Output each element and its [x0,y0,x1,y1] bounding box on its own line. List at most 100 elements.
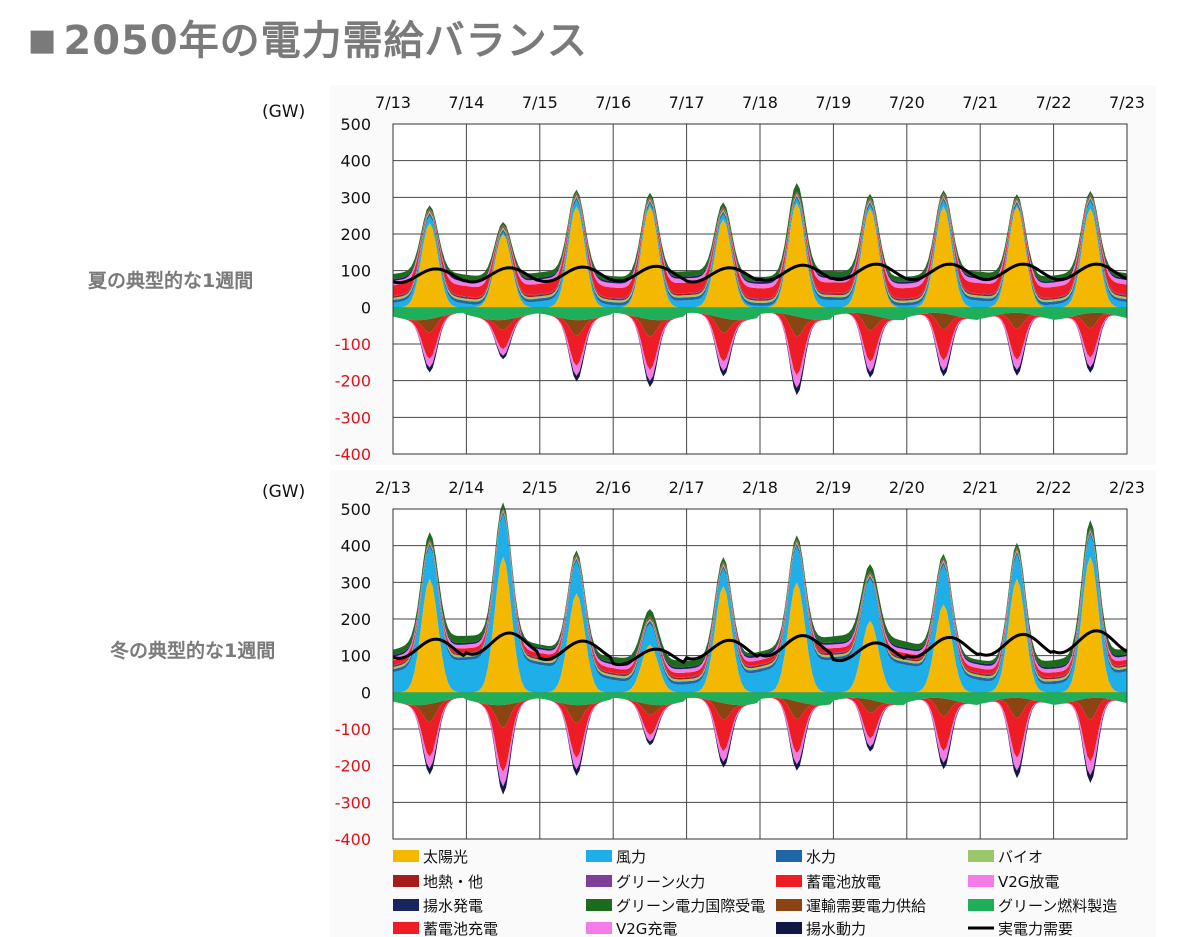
legend-label: グリーン燃料製造 [998,897,1117,915]
legend-item: グリーン火力 [586,873,705,891]
legend-swatch [776,850,802,862]
x-tick-label: 7/23 [1109,93,1145,112]
y-tick-label: 100 [340,262,371,281]
supply-stack-layer-0 [393,556,1127,693]
legend-swatch [968,899,994,911]
legend-swatch [393,899,419,911]
y-tick-label: 500 [340,115,371,134]
legend-item: 太陽光 [393,848,468,866]
legend-swatch [586,875,612,887]
y-tick-label: 100 [340,647,371,666]
y-unit-label: (GW) [262,482,305,502]
x-tick-label: 2/23 [1109,478,1145,497]
y-tick-label: 400 [340,537,371,556]
x-tick-label: 2/22 [1036,478,1072,497]
summer-chart: 500 400 300 200 100 0 -100 -200 -300 -400 7/13 7/14… [262,85,1156,465]
legend-swatch [586,922,612,934]
plot-border [392,508,1128,840]
legend-swatch [393,850,419,862]
y-tick-label: 400 [340,152,371,171]
legend-label: 地熱・他 [423,873,483,891]
consumption-stack-layer-1 [393,697,1127,728]
x-tick-label: 2/20 [889,478,925,497]
legend-swatch [776,922,802,934]
y-tick-label: 200 [340,610,371,629]
x-tick-label: 7/19 [815,93,851,112]
legend-swatch [776,899,802,911]
legend-item: V2G充電 [586,920,677,937]
legend-label: 揚水発電 [423,897,483,915]
legend-item: 蓄電池放電 [776,873,881,891]
plot-border [392,123,1128,455]
legend-swatch [968,875,994,887]
consumption-stack-layer-4 [393,697,1127,795]
y-tick-label: 300 [340,188,371,207]
legend-item: 実電力需要 [968,920,1073,937]
legend-label: 蓄電池放電 [806,873,881,891]
legend-swatch [586,899,612,911]
legend-item: 地熱・他 [393,873,483,891]
supply-stack-layer-6 [393,191,1127,299]
demand-line [392,629,1128,667]
legend-item: グリーン燃料製造 [968,897,1117,915]
supply-stack-layer-0 [393,202,1127,308]
legend-swatch [393,875,419,887]
legend-label: 実電力需要 [998,920,1073,937]
y-tick-label: 300 [340,573,371,592]
consumption-stack-layer-2 [393,697,1127,772]
x-tick-label: 7/13 [375,93,411,112]
legend-item: 揚水動力 [776,920,866,937]
legend-label: 風力 [616,848,646,866]
legend-label: 運輸需要電力供給 [806,897,926,915]
legend-swatch [776,875,802,887]
consumption-stack-layer-4 [393,312,1127,396]
y-tick-label: -300 [335,408,371,427]
x-tick-label: 2/17 [669,478,705,497]
y-tick-label: 0 [361,298,371,317]
legend-item: グリーン電力国際受電 [586,897,765,915]
summer-week-label: 夏の典型的な1週間 [88,270,254,292]
x-tick-label: 7/18 [742,93,778,112]
legend-label: グリーン火力 [616,873,705,891]
legend-label: 水力 [806,848,836,866]
x-tick-label: 2/15 [522,478,558,497]
winter-week-label: 冬の典型的な1週間 [110,640,276,662]
supply-stack [393,502,1127,693]
legend-label: バイオ [998,848,1043,866]
x-tick-label: 2/19 [815,478,851,497]
legend-label: 蓄電池充電 [423,920,498,937]
legend-label: グリーン電力国際受電 [616,897,765,915]
y-tick-label: -400 [335,830,371,849]
x-tick-label: 7/15 [522,93,558,112]
x-tick-label: 2/21 [962,478,998,497]
consumption-stack-layer-3 [393,697,1127,787]
y-tick-label: -100 [335,720,371,739]
consumption-stack-layer-3 [393,312,1127,388]
demand-line [392,262,1128,285]
y-unit-label: (GW) [262,102,305,122]
x-tick-label: 7/16 [595,93,631,112]
y-tick-label: -400 [335,445,371,464]
legend-item: 揚水発電 [393,897,483,915]
winter-chart: 500 400 300 200 100 0 -100 -200 -300 -400 2/13 2/14… [262,470,1156,937]
x-tick-label: 2/14 [448,478,484,497]
y-tick-label: 500 [340,500,371,519]
legend-item: バイオ [968,848,1043,866]
x-tick-label: 7/17 [669,93,705,112]
legend-item: V2G放電 [968,873,1059,891]
supply-stack [393,183,1127,308]
y-tick-label: 200 [340,225,371,244]
legend-item: 水力 [776,848,836,866]
x-tick-label: 2/18 [742,478,778,497]
consumption-stack-layer-0 [393,692,1127,706]
x-tick-label: 2/16 [595,478,631,497]
legend-item: 風力 [586,848,646,866]
supply-stack-layer-1 [393,514,1127,693]
y-tick-label: 0 [361,683,371,702]
consumption-stack-layer-0 [393,307,1127,321]
y-tick-label: -200 [335,372,371,391]
consumption-stack-layer-2 [393,312,1127,376]
x-tick-label: 7/14 [448,93,484,112]
